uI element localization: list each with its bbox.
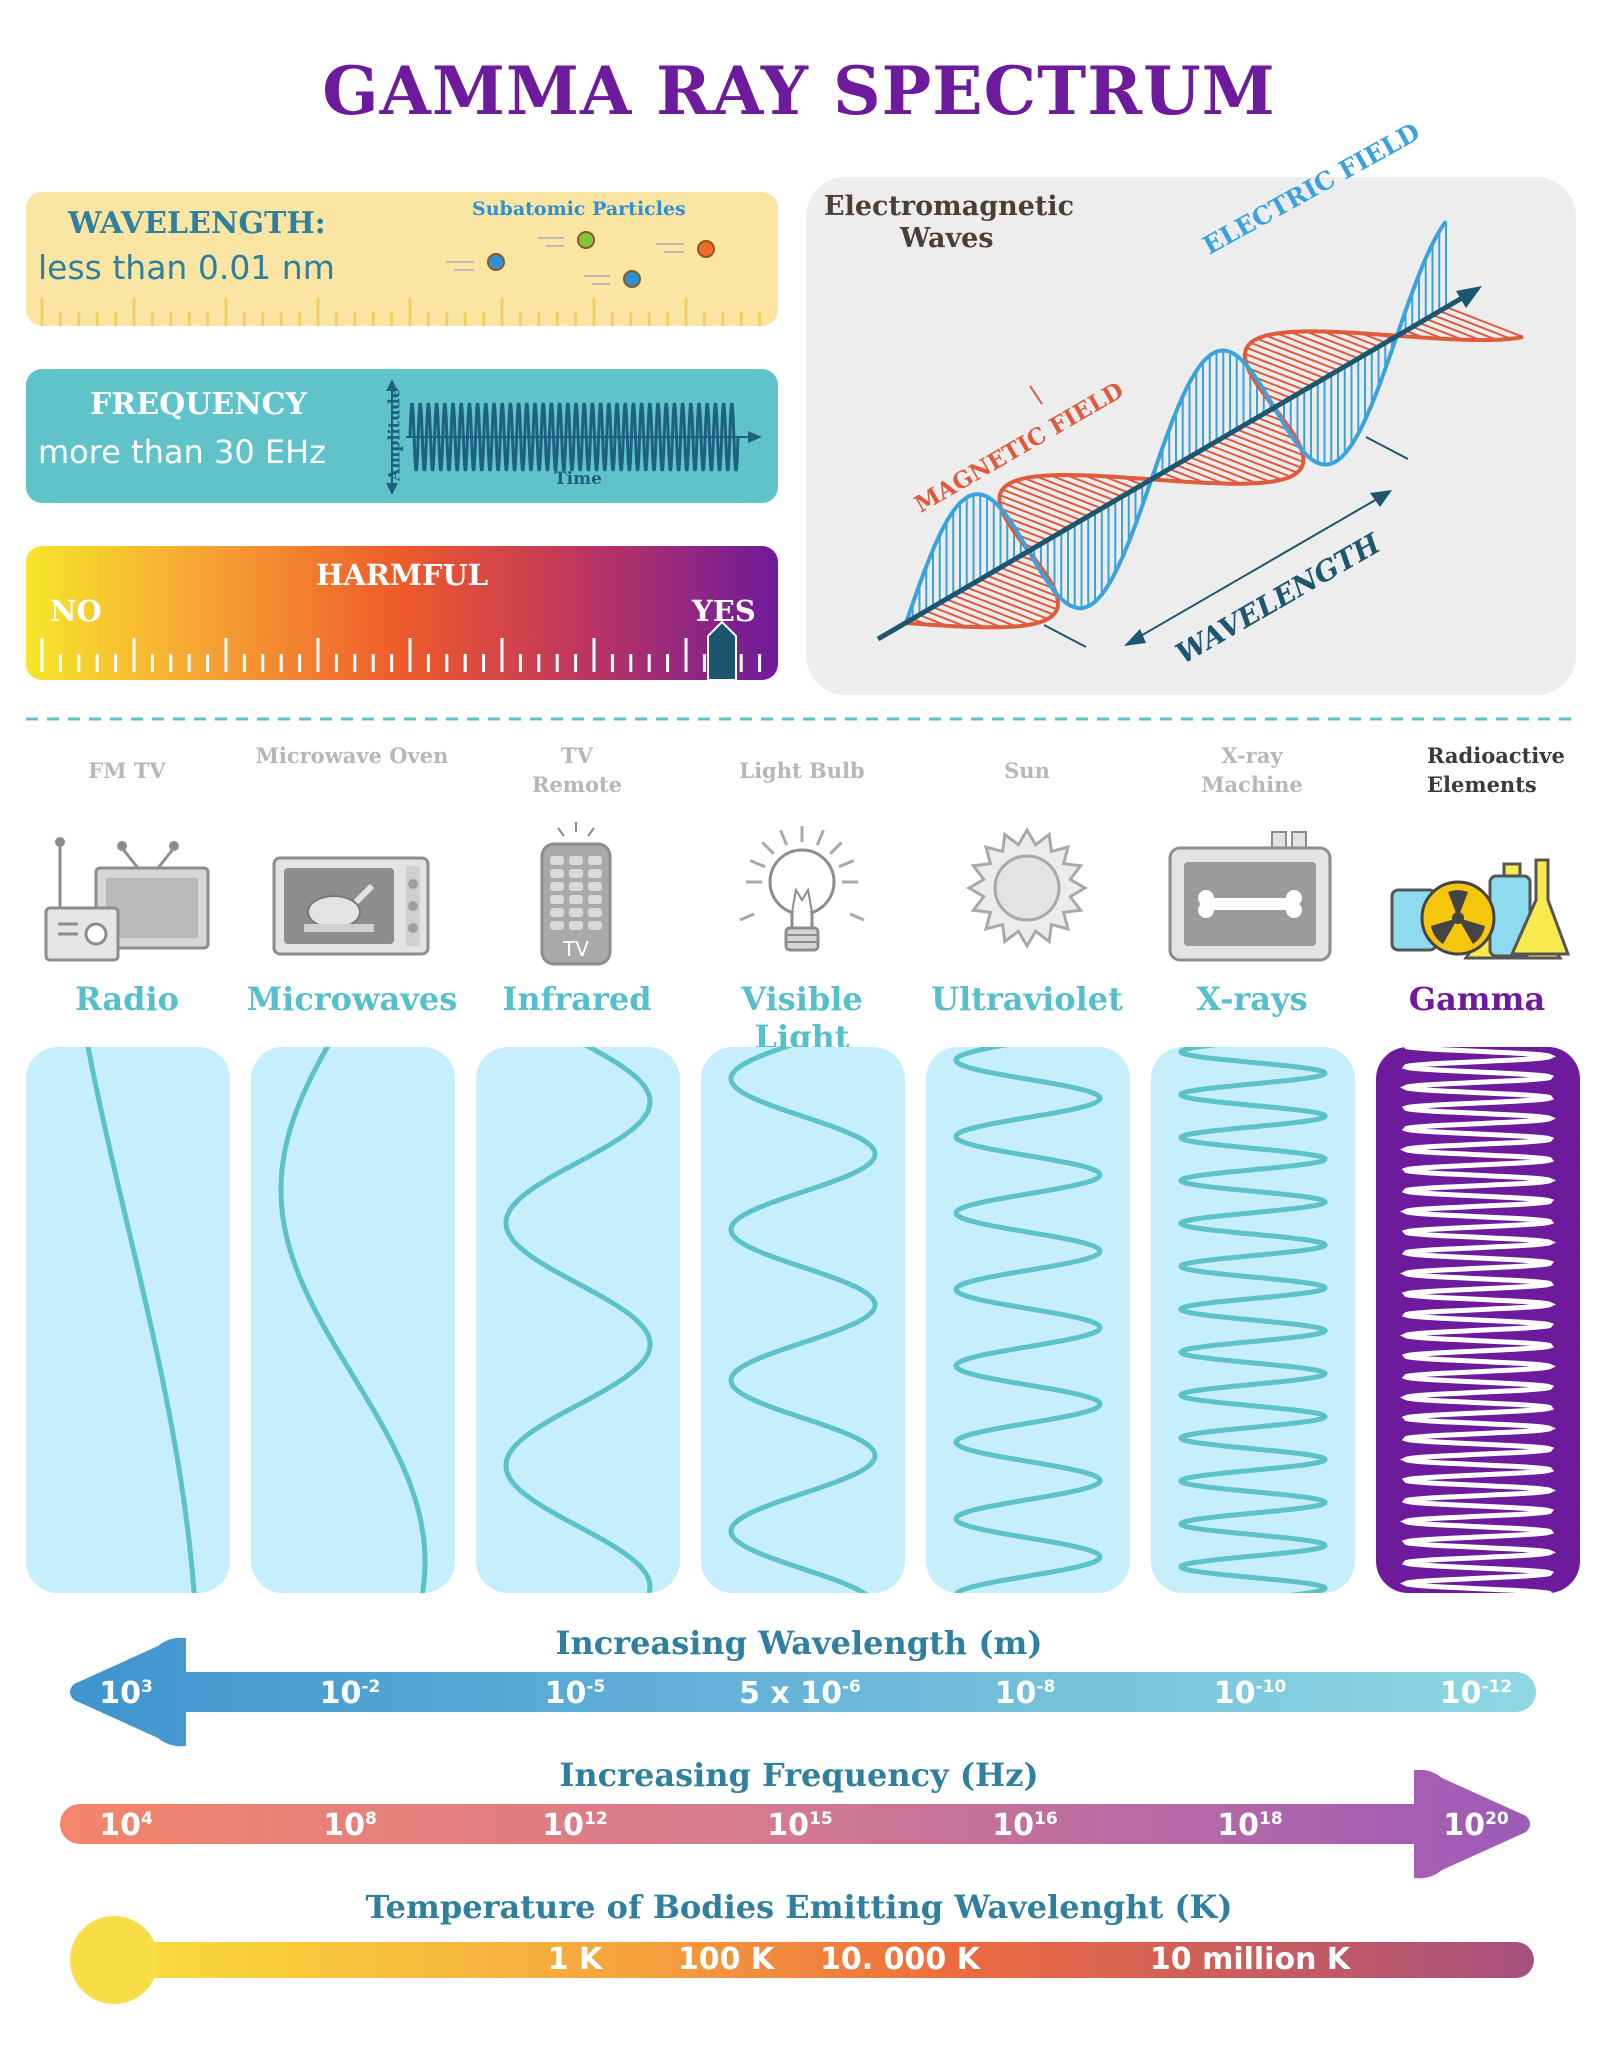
- harmful-ruler: [40, 620, 762, 680]
- temperature-bulb-icon: [70, 1916, 158, 2004]
- temperature-scale-tick-1: 100 K: [677, 1942, 775, 1977]
- frequency-label: FREQUENCY: [90, 387, 307, 422]
- source-label-microwaves: Microwave Oven: [255, 743, 449, 768]
- wavelength-ruler: [40, 231, 762, 326]
- section-divider: [26, 717, 1576, 721]
- temperature-scale-tick-3: 10 million K: [1149, 1942, 1351, 1977]
- em-title-line2: Waves: [900, 223, 994, 254]
- frequency-wave-graph: [386, 379, 762, 495]
- tv-remote-label: TV: [562, 937, 589, 961]
- radioactive-elements-icon: [1390, 858, 1571, 960]
- frequency-card: FREQUENCY more than 30 EHz Amplitude Tim…: [26, 369, 778, 503]
- microwave-oven-icon: [272, 856, 430, 956]
- wavelength-scale-tick-5: 10-10: [1213, 1676, 1287, 1711]
- wavelength-scale-tick-0: 103: [99, 1676, 153, 1711]
- harmful-label: HARMFUL: [315, 558, 489, 592]
- frequency-scale-tick-0: 104: [99, 1808, 153, 1843]
- harmful-scale-card: HARMFUL NO YES: [26, 546, 778, 680]
- source-label-infrared: TV Remote: [531, 743, 623, 797]
- light-bulb-icon: [739, 826, 865, 952]
- source-label-gamma: Radioactive Elements: [1427, 743, 1565, 797]
- temperature-scale-tick-0: 1 K: [547, 1942, 603, 1977]
- frequency-scale-tick-3: 1015: [767, 1808, 833, 1843]
- category-name-xrays: X-rays: [1196, 980, 1308, 1018]
- wave-panel-infrared: [476, 1047, 680, 1593]
- source-label-xrays: X-ray Machine: [1201, 743, 1303, 797]
- frequency-scale-tick-5: 1018: [1217, 1808, 1283, 1843]
- radio-tv-icon: [44, 837, 210, 962]
- em-propagation-axis: [876, 288, 1476, 642]
- wavelength-scale-tick-6: 10-12: [1439, 1676, 1513, 1711]
- frequency-scale-tick-1: 108: [323, 1808, 377, 1843]
- sun-icon: [966, 827, 1088, 949]
- source-icons: TV: [44, 822, 1571, 966]
- temperature-scale-tick-2: 10. 000 K: [820, 1942, 980, 1977]
- category-name-gamma: Gamma: [1408, 980, 1546, 1018]
- category-name-radio: Radio: [75, 980, 179, 1018]
- wavelength-scale-tick-2: 10-5: [544, 1676, 606, 1711]
- subatomic-particles-label: Subatomic Particles: [472, 198, 686, 220]
- harmful-marker-icon: [707, 620, 737, 680]
- wave-panel-microwaves: [251, 1047, 455, 1593]
- wave-panel-radio: [26, 1047, 230, 1593]
- wavelength-card: WAVELENGTH: less than 0.01 nm Subatomic …: [26, 192, 778, 326]
- wavelength-scale-title: Increasing Wavelength (m): [555, 1624, 1043, 1662]
- wavelength-scale-arrow: [70, 1638, 1536, 1747]
- particle-icon: [446, 231, 715, 288]
- frequency-scale-title: Increasing Frequency (Hz): [559, 1756, 1039, 1794]
- amplitude-axis-label: Amplitude: [384, 387, 404, 482]
- wave-panel-ultraviolet: [926, 1047, 1130, 1593]
- frequency-scale-tick-2: 1012: [542, 1808, 608, 1843]
- temperature-scale-bar: [70, 1916, 1534, 2004]
- wavelength-label: WAVELENGTH:: [68, 206, 326, 241]
- em-axis-arrowhead: [1456, 286, 1482, 308]
- category-name-ultraviolet: Ultraviolet: [931, 980, 1123, 1018]
- tv-remote-icon: TV: [540, 822, 612, 966]
- frequency-scale-tick-4: 1016: [992, 1808, 1058, 1843]
- harmful-yes-label: YES: [692, 594, 756, 628]
- page-title: GAMMA RAY SPECTRUM: [322, 52, 1276, 130]
- temperature-scale-title: Temperature of Bodies Emitting Wavelengh…: [365, 1888, 1233, 1926]
- harmful-no-label: NO: [50, 594, 102, 628]
- category-name-visible-light: Visible Light: [741, 980, 863, 1056]
- time-axis-label: Time: [554, 469, 602, 489]
- electromagnetic-waves-card: Electromagnetic Waves ELECTRIC FIELD MAG…: [806, 117, 1576, 695]
- frequency-scale-tick-6: 1020: [1443, 1808, 1509, 1843]
- frequency-scale-arrow: [60, 1770, 1530, 1879]
- wavelength-scale-tick-3: 5 x 10-6: [739, 1676, 861, 1711]
- wavelength-scale-tick-4: 10-8: [994, 1676, 1056, 1711]
- em-title-line1: Electromagnetic: [824, 191, 1075, 222]
- source-label-ultraviolet: Sun: [1004, 758, 1050, 783]
- em-wave-diagram: [876, 220, 1524, 648]
- frequency-value: more than 30 EHz: [38, 433, 326, 471]
- source-label-visible: Light Bulb: [739, 758, 865, 783]
- wave-panel-visible-light: [701, 1047, 905, 1593]
- xray-machine-icon: [1168, 831, 1332, 962]
- wave-panel-gamma: [1376, 1047, 1580, 1593]
- wavelength-span-line: [1131, 494, 1385, 642]
- category-name-infrared: Infrared: [502, 980, 652, 1018]
- category-name-microwaves: Microwaves: [246, 980, 458, 1018]
- source-label-radio: FM TV: [88, 758, 166, 783]
- wave-panel-xrays: [1151, 1047, 1355, 1593]
- wavelength-scale-tick-1: 10-2: [319, 1676, 381, 1711]
- wavelength-value: less than 0.01 nm: [38, 248, 335, 287]
